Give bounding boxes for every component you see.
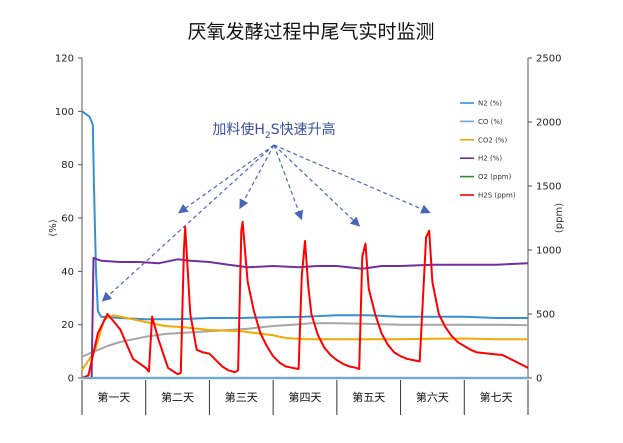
annotation-label: 加料使H2S快速升高 xyxy=(212,121,335,141)
x-axis-day-band: 第一天 第二天 第三天 第四天 第五天 第六天 第七天 xyxy=(81,380,529,415)
annotation-prefix: 加料使H xyxy=(212,121,265,138)
left-tick-label: 80 xyxy=(61,160,74,171)
annotation-suffix: S快速升高 xyxy=(271,121,336,138)
day-label: 第七天 xyxy=(480,390,513,404)
right-axis-label: (ppm) xyxy=(554,203,565,233)
left-tick-label: 60 xyxy=(61,214,74,225)
legend-label: H2 (%) xyxy=(478,155,502,163)
right-tick-label: 0 xyxy=(536,374,542,385)
series-line-n2- xyxy=(81,110,528,321)
legend: N2 (%) CO (%) CO2 (%) H2 (%) O2 (ppm) H2S (pp… xyxy=(460,100,516,200)
right-tick-label: 2000 xyxy=(536,118,561,129)
left-axis-ticks: 0 20 40 60 80 100 120 xyxy=(55,54,82,385)
legend-label: CO (%) xyxy=(478,118,503,126)
left-tick-label: 40 xyxy=(61,267,74,278)
left-tick-label: 20 xyxy=(61,320,74,331)
legend-label: CO2 (%) xyxy=(478,136,507,144)
day-label: 第一天 xyxy=(97,390,130,404)
day-label: 第六天 xyxy=(416,390,449,404)
right-tick-label: 2500 xyxy=(536,54,561,65)
annotation-arrow xyxy=(273,144,431,214)
annotation-arrow xyxy=(178,144,275,214)
left-tick-label: 0 xyxy=(68,374,74,385)
series-line-co2- xyxy=(81,314,528,371)
legend-label: H2S (ppm) xyxy=(478,192,516,200)
day-label: 第五天 xyxy=(352,390,385,404)
right-axis-ticks: 0 500 1000 1500 2000 2500 xyxy=(528,54,561,385)
legend-label: N2 (%) xyxy=(478,100,502,108)
right-tick-label: 1000 xyxy=(536,246,561,257)
series-layer xyxy=(81,110,529,380)
left-axis-label: (%) xyxy=(48,219,59,236)
annotation-arrow xyxy=(273,144,304,221)
series-line-h2- xyxy=(82,257,529,379)
annotation-arrow xyxy=(101,144,275,302)
annotation-arrows xyxy=(101,144,431,302)
chart-title: 厌氧发酵过程中尾气实时监测 xyxy=(187,21,434,43)
right-tick-label: 1500 xyxy=(536,182,561,193)
annotation-sub: 2 xyxy=(265,131,271,141)
left-tick-label: 100 xyxy=(55,107,74,118)
annotation-arrow xyxy=(273,144,361,227)
day-label: 第三天 xyxy=(225,390,258,404)
annotation-arrow xyxy=(239,144,275,210)
left-tick-label: 120 xyxy=(55,54,74,65)
day-label: 第二天 xyxy=(161,390,194,404)
series-line-h2s-ppm- xyxy=(81,220,529,379)
legend-label: O2 (ppm) xyxy=(478,173,512,181)
right-tick-label: 500 xyxy=(536,310,555,321)
day-label: 第四天 xyxy=(289,390,322,404)
